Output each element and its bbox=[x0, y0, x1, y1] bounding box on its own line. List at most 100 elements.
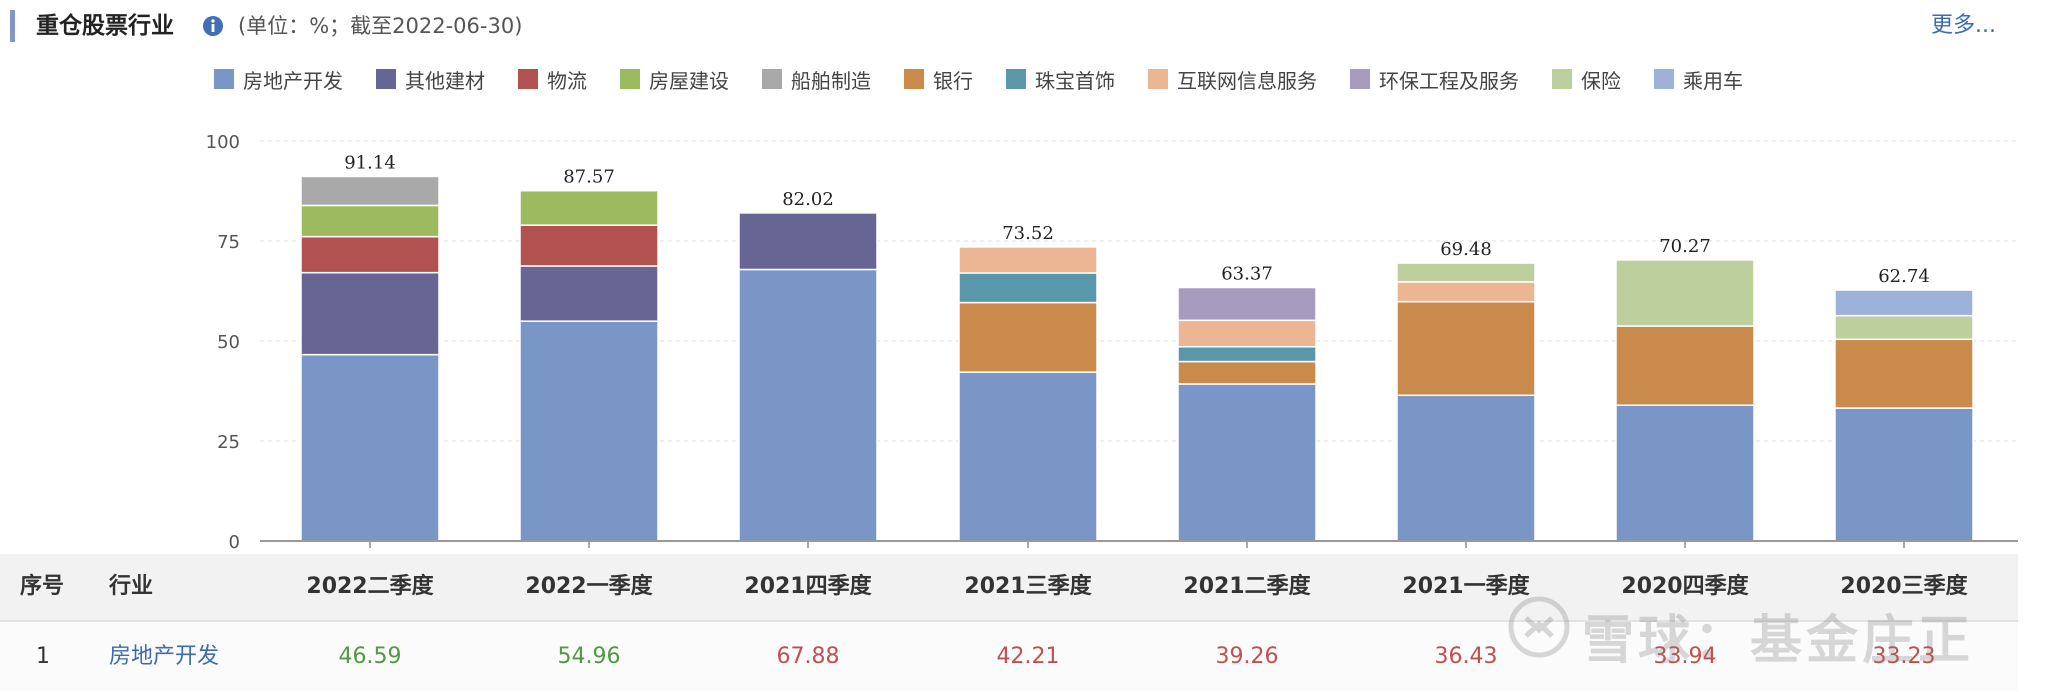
legend-swatch bbox=[376, 69, 396, 89]
section-title: 重仓股票行业 bbox=[36, 13, 174, 39]
legend-item[interactable]: 房屋建设 bbox=[620, 65, 729, 94]
bar-segment bbox=[1396, 262, 1536, 283]
y-tick-label: 75 bbox=[217, 232, 240, 253]
bar-segment bbox=[300, 271, 440, 356]
legend-label: 物流 bbox=[547, 68, 587, 93]
title-accent-bar bbox=[10, 10, 15, 42]
bar-segment bbox=[519, 265, 659, 322]
bar-segment bbox=[300, 175, 440, 207]
legend-swatch bbox=[1552, 69, 1572, 89]
table-header: 序号 行业 2022二季度 2022一季度 2021四季度 2021三季度 2021二季… bbox=[0, 554, 2018, 622]
legend-item[interactable]: 银行 bbox=[904, 65, 973, 94]
legend-label: 乘用车 bbox=[1683, 68, 1743, 93]
legend-item[interactable]: 船舶制造 bbox=[762, 65, 871, 94]
legend-label: 银行 bbox=[933, 68, 973, 93]
table-cell-value: 67.88 bbox=[776, 644, 840, 669]
legend-label: 房屋建设 bbox=[649, 68, 729, 93]
bar-total-label: 82.02 bbox=[782, 189, 834, 210]
bar-total-label: 91.14 bbox=[344, 152, 396, 173]
bar-segment bbox=[519, 320, 659, 542]
table-cell-value: 42.21 bbox=[996, 644, 1060, 669]
legend-item[interactable]: 物流 bbox=[518, 65, 587, 94]
bar-segment bbox=[738, 212, 878, 271]
legend-item[interactable]: 珠宝首饰 bbox=[1006, 65, 1115, 94]
table-cell-value: 36.43 bbox=[1434, 644, 1498, 669]
legend-swatch bbox=[1350, 69, 1370, 89]
bar-segment bbox=[519, 189, 659, 226]
legend-label: 房地产开发 bbox=[243, 68, 343, 93]
bar-segment bbox=[1177, 360, 1317, 385]
section-header: 重仓股票行业 (单位：%；截至2022-06-30) 更多... bbox=[0, 0, 2048, 52]
legend-swatch bbox=[1148, 69, 1168, 89]
legend-swatch bbox=[518, 69, 538, 89]
bar-segment bbox=[1396, 394, 1536, 542]
y-tick-label: 25 bbox=[217, 432, 240, 453]
bar-segment bbox=[1834, 314, 1974, 341]
watermark-text: 雪球：基金庄正 bbox=[1582, 611, 1975, 671]
legend-label: 保险 bbox=[1581, 68, 1621, 93]
bar-segment bbox=[1615, 325, 1755, 406]
legend-swatch bbox=[214, 69, 234, 89]
column-header: 2022一季度 bbox=[525, 574, 653, 599]
bar-total-label: 70.27 bbox=[1659, 236, 1711, 257]
stacked-bar-chart: 0 25 50 75 100 91.14 87.57 82.02 73.52 63.37 69.48… bbox=[206, 132, 2018, 552]
bar-segment bbox=[1834, 407, 1974, 542]
column-header: 2022二季度 bbox=[306, 574, 434, 599]
bar-segment bbox=[300, 235, 440, 274]
table-row: 1 房地产开发 46.59 54.96 67.88 42.21 39.26 36.43 33… bbox=[0, 622, 2018, 691]
bar-segment bbox=[1177, 346, 1317, 363]
bar-segment bbox=[1177, 383, 1317, 542]
y-tick-label: 50 bbox=[217, 332, 240, 353]
legend-swatch bbox=[620, 69, 640, 89]
bar-segment bbox=[1615, 259, 1755, 327]
bar-segment bbox=[1396, 281, 1536, 303]
header-industry: 行业 bbox=[109, 574, 154, 599]
y-tick-label: 100 bbox=[206, 132, 240, 153]
legend-item[interactable]: 其他建材 bbox=[376, 65, 485, 94]
row-industry-link[interactable]: 房地产开发 bbox=[109, 644, 220, 669]
bar-segment bbox=[300, 353, 440, 542]
column-header: 2020四季度 bbox=[1621, 574, 1749, 599]
table-cell-value: 33.94 bbox=[1653, 644, 1717, 669]
unit-note: (单位：%；截至2022-06-30) bbox=[238, 14, 523, 38]
legend-item[interactable]: 乘用车 bbox=[1654, 65, 1743, 94]
legend-item[interactable]: 房地产开发 bbox=[214, 65, 343, 94]
industry-table: 序号 行业 2022二季度 2022一季度 2021四季度 2021三季度 2021二季… bbox=[0, 554, 2018, 691]
bar-segment bbox=[519, 224, 659, 267]
column-header: 2021四季度 bbox=[744, 574, 872, 599]
column-header: 2021二季度 bbox=[1183, 574, 1311, 599]
legend-item[interactable]: 环保工程及服务 bbox=[1350, 65, 1519, 94]
legend-swatch bbox=[1654, 69, 1674, 89]
bar-segment bbox=[1615, 404, 1755, 542]
info-icon[interactable] bbox=[202, 15, 224, 37]
bar-segment bbox=[1834, 289, 1974, 317]
legend-label: 环保工程及服务 bbox=[1379, 68, 1519, 93]
bar-total-label: 62.74 bbox=[1878, 266, 1930, 287]
bar-total-label: 87.57 bbox=[563, 167, 615, 188]
legend-swatch bbox=[1006, 69, 1026, 89]
header-index: 序号 bbox=[20, 574, 65, 599]
legend-item[interactable]: 保险 bbox=[1552, 65, 1621, 94]
legend-label: 船舶制造 bbox=[791, 68, 871, 93]
bar-total-label: 63.37 bbox=[1221, 264, 1273, 285]
bar-segment bbox=[958, 272, 1098, 304]
legend-swatch bbox=[762, 69, 782, 89]
column-header: 2020三季度 bbox=[1840, 574, 1968, 599]
more-link[interactable]: 更多... bbox=[1931, 13, 1996, 38]
bar-segment bbox=[300, 204, 440, 238]
bar-segment bbox=[1834, 338, 1974, 409]
y-tick-label: 0 bbox=[229, 532, 240, 552]
legend-item[interactable]: 互联网信息服务 bbox=[1148, 65, 1317, 94]
column-header: 2021三季度 bbox=[964, 574, 1092, 599]
legend-label: 其他建材 bbox=[405, 68, 485, 93]
legend-swatch bbox=[904, 69, 924, 89]
bar-total-label: 69.48 bbox=[1440, 239, 1492, 260]
chart-legend: 房地产开发 其他建材 物流 房屋建设 船舶制造 银行 珠宝首饰 互联网信息服务 环保工程及服务 保… bbox=[214, 64, 1776, 94]
table-cell-value: 54.96 bbox=[557, 644, 621, 669]
bar-segment bbox=[1177, 319, 1317, 348]
legend-label: 互联网信息服务 bbox=[1177, 68, 1317, 93]
bar-segment bbox=[738, 268, 878, 542]
column-header: 2021一季度 bbox=[1402, 574, 1530, 599]
bar-segment bbox=[1396, 300, 1536, 397]
bar-segment bbox=[958, 246, 1098, 274]
